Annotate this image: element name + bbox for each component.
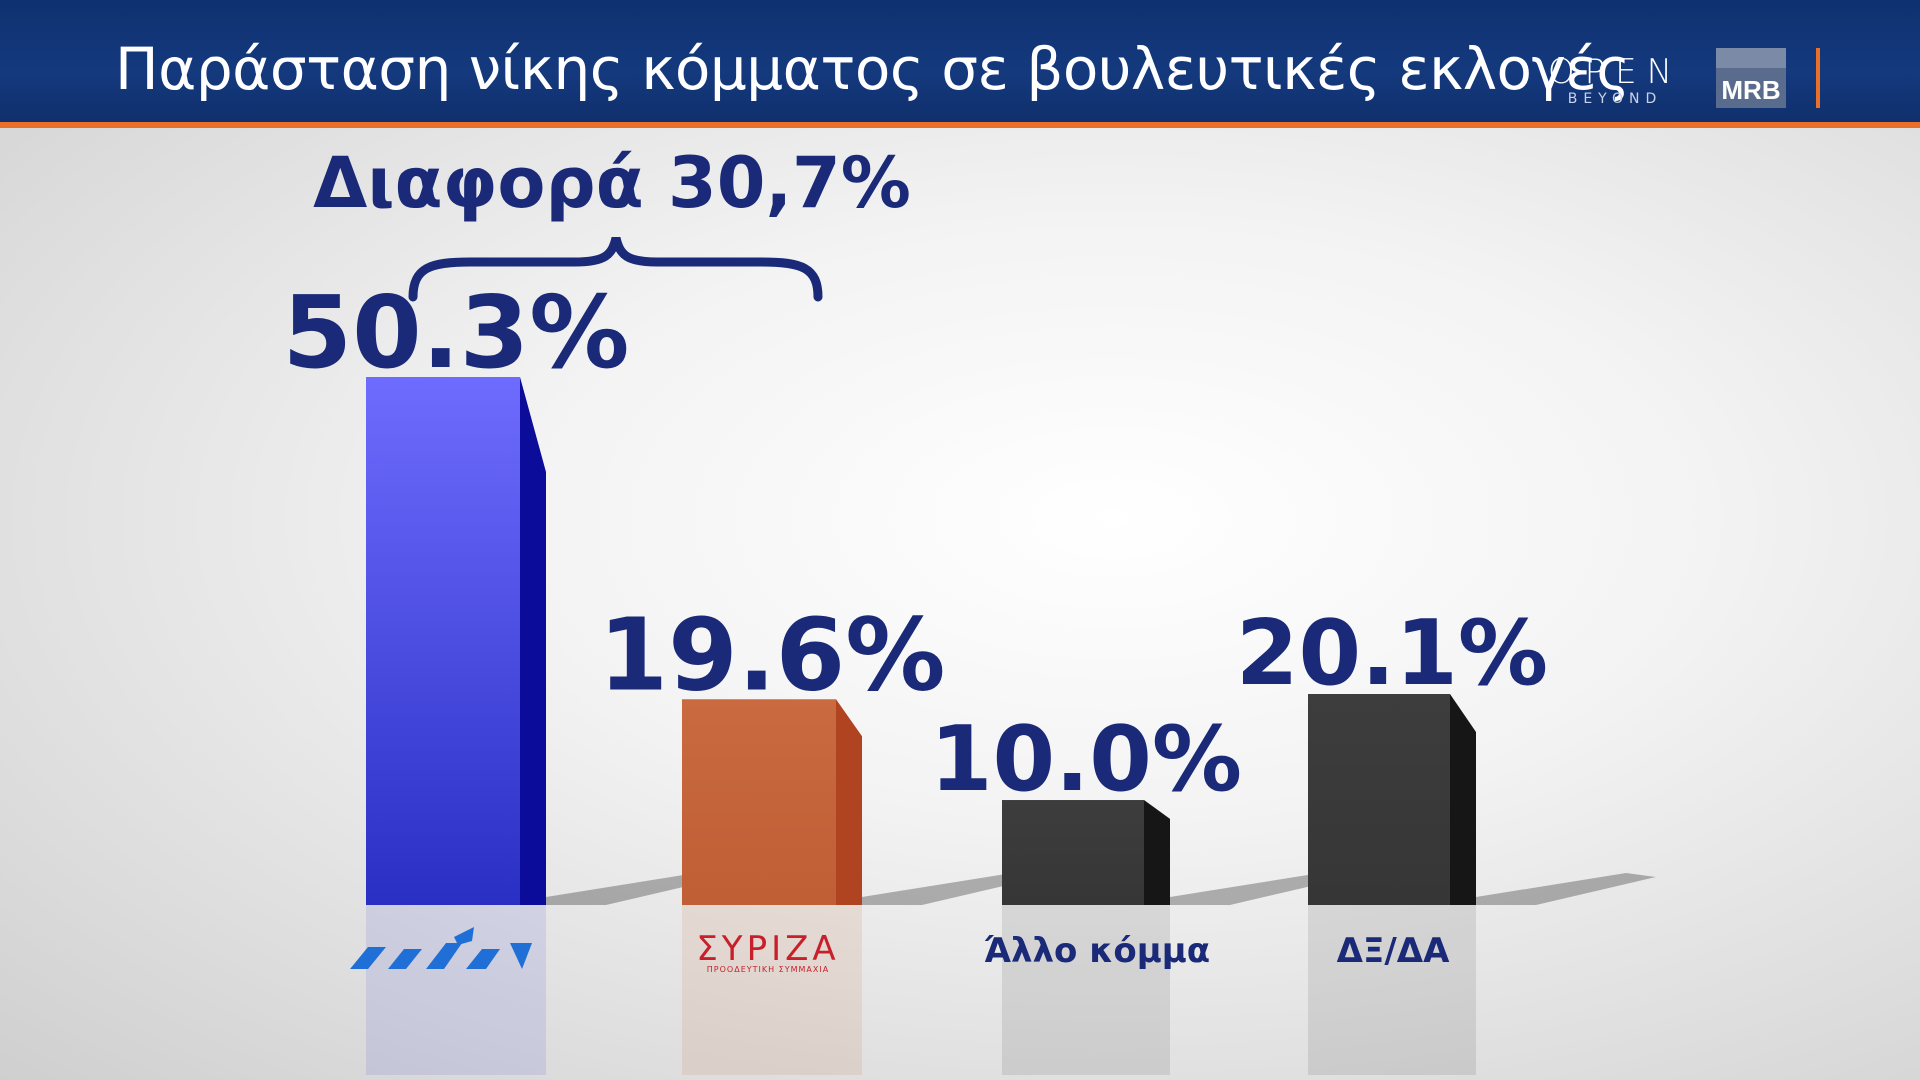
value-label-1: 19.6% [599, 596, 946, 713]
category-labels-group: ΣΥΡΙΖΑ ΠΡΟΟΔΕΥΤΙΚΗ ΣΥΜΜΑΧΙΑ Άλλο κόμμα Δ… [350, 927, 1450, 974]
value-labels-group: 50.3% 19.6%10.0%20.1% [283, 274, 1549, 812]
bar-0 [366, 377, 520, 905]
difference-label: Διαφορά 30,7% [313, 142, 911, 224]
mrb-logo-band [1716, 48, 1786, 68]
nd-logo-icon [350, 927, 532, 969]
bar-side-1 [836, 699, 862, 905]
bar-shadow [836, 873, 1042, 905]
header-separator [1816, 48, 1820, 108]
value-label-2: 10.0% [930, 707, 1242, 812]
bar-reflection [1002, 905, 1170, 1075]
bar-side-0 [520, 377, 546, 905]
bar-reflection [1308, 905, 1476, 1075]
bar-3 [1308, 694, 1450, 905]
bar-side-3 [1450, 694, 1476, 905]
bar-shadow [1144, 873, 1350, 905]
category-label-other: Άλλο κόμμα [984, 931, 1210, 971]
bar-shadow [520, 873, 726, 905]
header-bar: Παράσταση νίκης κόμματος σε βουλευτικές … [0, 0, 1920, 128]
page-title: Παράσταση νίκης κόμματος σε βουλευτικές … [115, 35, 1630, 103]
open-logo-subtitle: BEYOND [1567, 91, 1663, 107]
mrb-logo: MRB [1716, 48, 1786, 108]
difference-annotation: Διαφορά 30,7% [313, 142, 911, 302]
syriza-logo-subtitle: ΠΡΟΟΔΕΥΤΙΚΗ ΣΥΜΜΑΧΙΑ [707, 965, 829, 974]
bars-group [366, 377, 1476, 905]
bar-reflection [682, 905, 862, 1075]
open-logo-word: OPEN [1547, 52, 1683, 92]
bar-1 [682, 699, 836, 905]
mrb-logo-text: MRB [1721, 75, 1781, 105]
category-label-dxda: ΔΞ/ΔΑ [1337, 931, 1451, 971]
bar-shadows [366, 873, 1656, 1075]
bar-reflection [366, 905, 546, 1075]
value-label-0: 50.3% [283, 274, 630, 391]
bar-shadow [1450, 873, 1656, 905]
bar-2 [1002, 800, 1144, 905]
syriza-logo-icon: ΣΥΡΙΖΑ ΠΡΟΟΔΕΥΤΙΚΗ ΣΥΜΜΑΧΙΑ [696, 929, 839, 974]
difference-brace [408, 236, 823, 302]
syriza-logo-word: ΣΥΡΙΖΑ [696, 929, 839, 969]
value-label-3: 20.1% [1236, 601, 1548, 706]
open-beyond-logo: OPEN BEYOND [1545, 52, 1685, 112]
bar-side-2 [1144, 800, 1170, 905]
